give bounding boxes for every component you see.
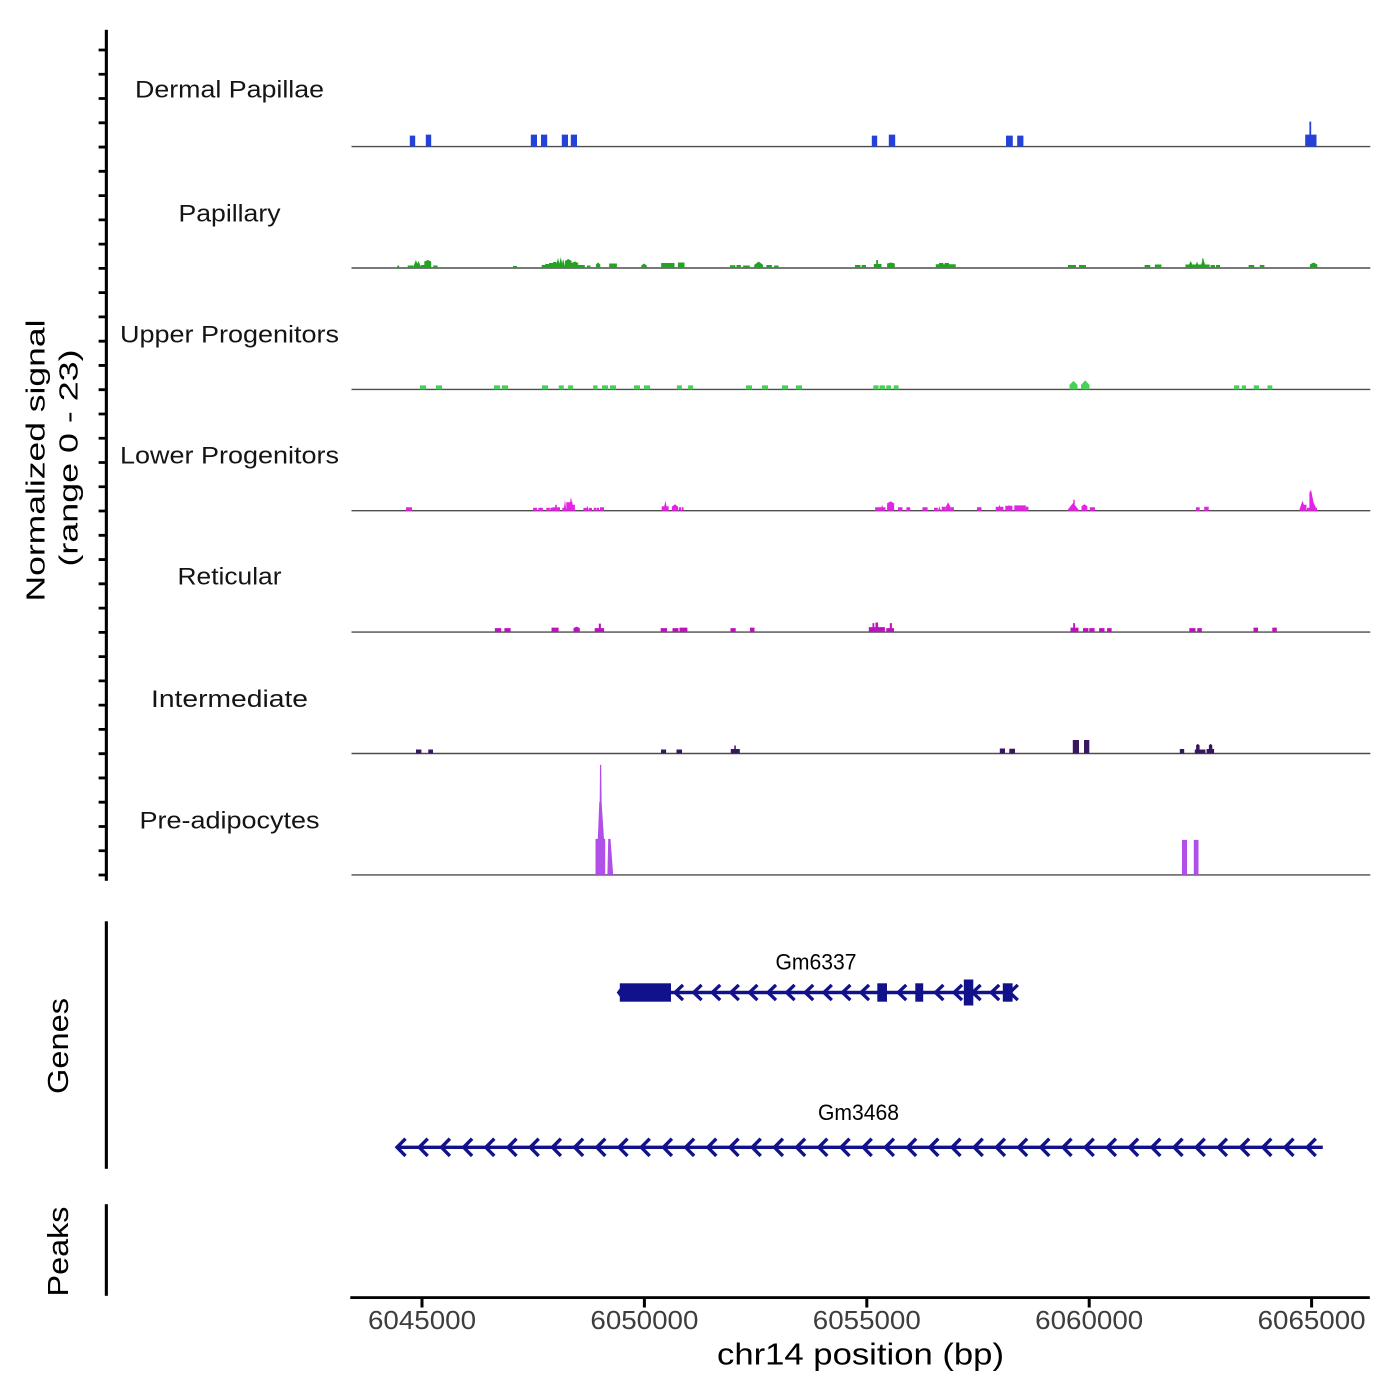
svg-text:Intermediate: Intermediate xyxy=(151,686,308,713)
svg-text:chr14 position (bp): chr14 position (bp) xyxy=(717,1336,1004,1371)
svg-text:(range 0 - 23): (range 0 - 23) xyxy=(56,350,84,567)
svg-text:Reticular: Reticular xyxy=(178,563,282,590)
svg-text:Upper Progenitors: Upper Progenitors xyxy=(120,321,339,348)
svg-text:6050000: 6050000 xyxy=(590,1307,698,1335)
svg-text:6060000: 6060000 xyxy=(1035,1307,1143,1335)
svg-text:6065000: 6065000 xyxy=(1258,1307,1366,1335)
svg-text:Pre-adipocytes: Pre-adipocytes xyxy=(140,807,320,834)
svg-text:Dermal Papillae: Dermal Papillae xyxy=(135,77,324,104)
svg-text:Normalized signal: Normalized signal xyxy=(23,320,51,602)
svg-text:Gm6337: Gm6337 xyxy=(776,950,857,975)
svg-text:6055000: 6055000 xyxy=(813,1307,921,1335)
svg-text:6045000: 6045000 xyxy=(368,1307,476,1335)
svg-text:Peaks: Peaks xyxy=(43,1207,75,1297)
svg-text:Gm3468: Gm3468 xyxy=(818,1100,899,1125)
svg-text:Papillary: Papillary xyxy=(179,201,281,228)
svg-text:Lower Progenitors: Lower Progenitors xyxy=(120,443,339,470)
svg-text:Genes: Genes xyxy=(43,998,75,1094)
